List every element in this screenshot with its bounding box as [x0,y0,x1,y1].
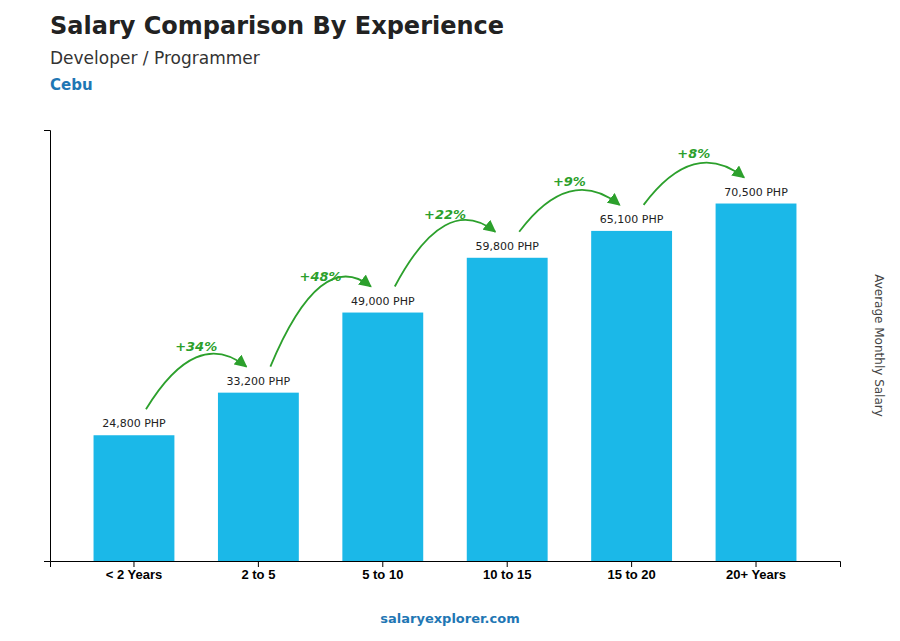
bar [218,393,299,561]
x-tick-mark [258,561,259,567]
annotation-arrow [395,220,495,287]
x-tick-label: 5 to 10 [362,567,403,582]
x-tick: 5 to 10 [362,561,403,582]
footer: salaryexplorer.com [380,611,519,626]
annotation: +48% [300,269,342,284]
x-tick-mark [133,561,134,567]
bar [467,258,548,561]
x-axis-line [51,562,841,568]
data-label: 59,800 PHP [475,240,539,253]
annotation-arrow [146,354,246,410]
chart: Salary Comparison By Experience Developer… [0,0,900,641]
title: Salary Comparison By Experience [50,12,504,40]
data-label: 49,000 PHP [351,295,415,308]
x-tick-label: 20+ Years [726,567,786,582]
x-tick-mark [756,561,757,567]
x-tick: 20+ Years [726,561,786,582]
x-tick: 15 to 20 [607,561,655,582]
annotation: +8% [677,146,710,161]
annotation: +34% [175,339,217,354]
y-axis [44,131,51,562]
annotation: +22% [424,207,466,222]
annotation-arrow [519,190,619,232]
x-tick-label: 15 to 20 [607,567,655,582]
x-tick-mark [382,561,383,567]
data-label: 33,200 PHP [227,375,291,388]
bar [94,435,175,561]
x-tick: < 2 Years [106,561,163,582]
bars [94,204,797,561]
bar [716,204,797,561]
annotation: +9% [553,174,586,189]
x-tick-label: 2 to 5 [241,567,275,582]
data-label: 24,800 PHP [102,417,166,430]
data-label: 65,100 PHP [600,213,664,226]
annotation-arrow [644,163,744,205]
x-tick-label: < 2 Years [106,567,163,582]
bar [342,313,423,561]
x-axis: < 2 Years 2 to 5 5 to 10 10 to 15 15 to 20 20… [51,561,841,582]
bar [591,231,672,561]
x-tick: 2 to 5 [241,561,275,582]
annotation-arrow [270,277,370,367]
y-axis-line [44,131,51,562]
x-tick-label: 10 to 15 [483,567,531,582]
subtitle: Cebu [50,76,93,94]
y-axis-label: Average Monthly Salary [872,274,886,417]
labels: 24,800 PHP 33,200 PHP 49,000 PHP 59,800 PHP… [102,146,788,430]
x-tick: 10 to 15 [483,561,531,582]
x-tick-mark [631,561,632,567]
subtitle: Developer / Programmer [50,48,260,68]
x-tick-mark [507,561,508,567]
plot: < 2 Years 2 to 5 5 to 10 10 to 15 15 to 20 20… [44,131,841,583]
data-label: 70,500 PHP [724,186,788,199]
